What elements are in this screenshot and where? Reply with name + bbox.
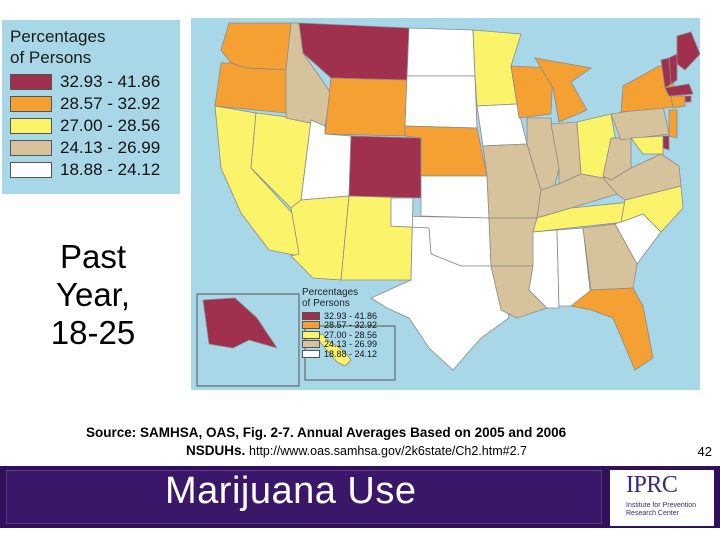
inset-legend-row: 18.88 - 24.12 [302,349,400,359]
legend-label: 27.00 - 28.56 [60,116,161,135]
state-connecticut [670,95,686,109]
legend-swatch [10,96,52,112]
inset-legend-swatch [302,321,320,330]
state-pennsylvania [610,105,670,141]
state-delaware [662,135,670,151]
state-kansas [420,175,490,219]
inset-legend-row: 32.93 - 41.86 [302,311,400,321]
inset-legend-label: 28.57 - 32.92 [324,320,378,331]
slide-number: 42 [697,444,712,459]
state-arkansas [488,217,538,267]
state-hawaii [314,333,352,367]
state-texas [370,197,510,371]
state-michigan [534,57,593,123]
legend-row: 27.00 - 28.56 [10,115,180,137]
period-label: Past Year, 18-25 [28,238,158,352]
state-new-jersey [668,109,678,139]
legend-label: 28.57 - 32.92 [60,94,161,113]
source-citation: Source: SAMHSA, OAS, Fig. 2-7. Annual Av… [86,424,676,460]
iprc-logo: IPRC Institute for Prevention Research C… [610,470,714,526]
inset-legend-title: Percentages of Persons [302,287,400,309]
state-alaska [202,297,278,349]
legend-row: 32.93 - 41.86 [10,71,180,93]
inset-legend-title-line2: of Persons [302,298,350,309]
inset-legend-label: 27.00 - 28.56 [324,329,378,340]
inset-legend-label: 18.88 - 24.12 [324,348,378,359]
legend-swatch [10,162,52,178]
source-line1: Source: SAMHSA, OAS, Fig. 2-7. Annual Av… [86,425,567,440]
inset-legend-row: 27.00 - 28.56 [302,330,400,340]
state-georgia [582,223,638,291]
legend-row: 18.88 - 24.12 [10,159,180,181]
period-line1: Past [59,238,127,275]
footer-bar [0,466,720,528]
legend-row: 28.57 - 32.92 [10,93,180,115]
state-massachusetts [664,83,694,97]
inset-legend-swatch [302,340,320,349]
state-colorado [348,135,422,199]
map-svg [196,22,700,387]
inset-legend-swatch [302,311,320,320]
inset-legend-label: 32.93 - 41.86 [324,310,378,321]
source-url[interactable]: http://www.oas.samhsa.gov/2k6state/Ch2.h… [249,444,527,458]
state-vermont [660,57,672,89]
footer-panel [6,470,602,524]
source-line2: NSDUHs. http://www.oas.samhsa.gov/2k6sta… [86,442,676,460]
inset-legend-title-line1: Percentages [302,287,359,298]
logo-subtitle: Institute for Prevention Research Center [626,502,697,517]
legend-swatch [10,140,52,156]
inset-legend-swatch [302,330,320,339]
state-oregon [214,62,292,114]
source-line2-bold: NSDUHs. [186,443,250,458]
state-virginia [602,153,682,201]
inset-legend-label: 24.13 - 26.99 [324,339,378,350]
inset-legend-row: 28.57 - 32.92 [302,320,400,331]
alaska-inset-box [196,293,300,387]
period-line3: 18-25 [50,314,136,351]
legend-title-line2: of Persons [10,48,92,67]
state-north-dakota [406,27,476,77]
period-line2: Year, [55,276,131,313]
state-maryland [630,135,664,155]
inset-legend-row: 24.13 - 26.99 [302,339,400,350]
state-florida [570,287,654,371]
state-maine [676,31,700,71]
state-south-dakota [404,75,478,129]
legend-title: Percentages of Persons [10,26,180,68]
footer-title: Marijuana Use [165,470,417,512]
state-arizona [290,195,350,281]
legend-row: 24.13 - 26.99 [10,137,180,159]
legend-swatch [10,74,52,90]
us-choropleth-map [191,18,700,390]
legend-label: 18.88 - 24.12 [60,160,161,179]
inset-legend: Percentages of Persons 32.93 - 41.86 28.5… [302,287,400,387]
state-rhode-island [684,95,692,103]
legend-swatch [10,118,52,134]
inset-legend-swatch [302,349,320,358]
legend-title-line1: Percentages [10,27,106,46]
logo-text: IPRC [626,472,678,498]
state-wyoming [324,77,408,137]
legend-label: 24.13 - 26.99 [60,138,161,157]
legend-label: 32.93 - 41.86 [60,72,161,91]
map-legend: Percentages of Persons 32.93 - 41.86 28.5… [2,20,180,194]
